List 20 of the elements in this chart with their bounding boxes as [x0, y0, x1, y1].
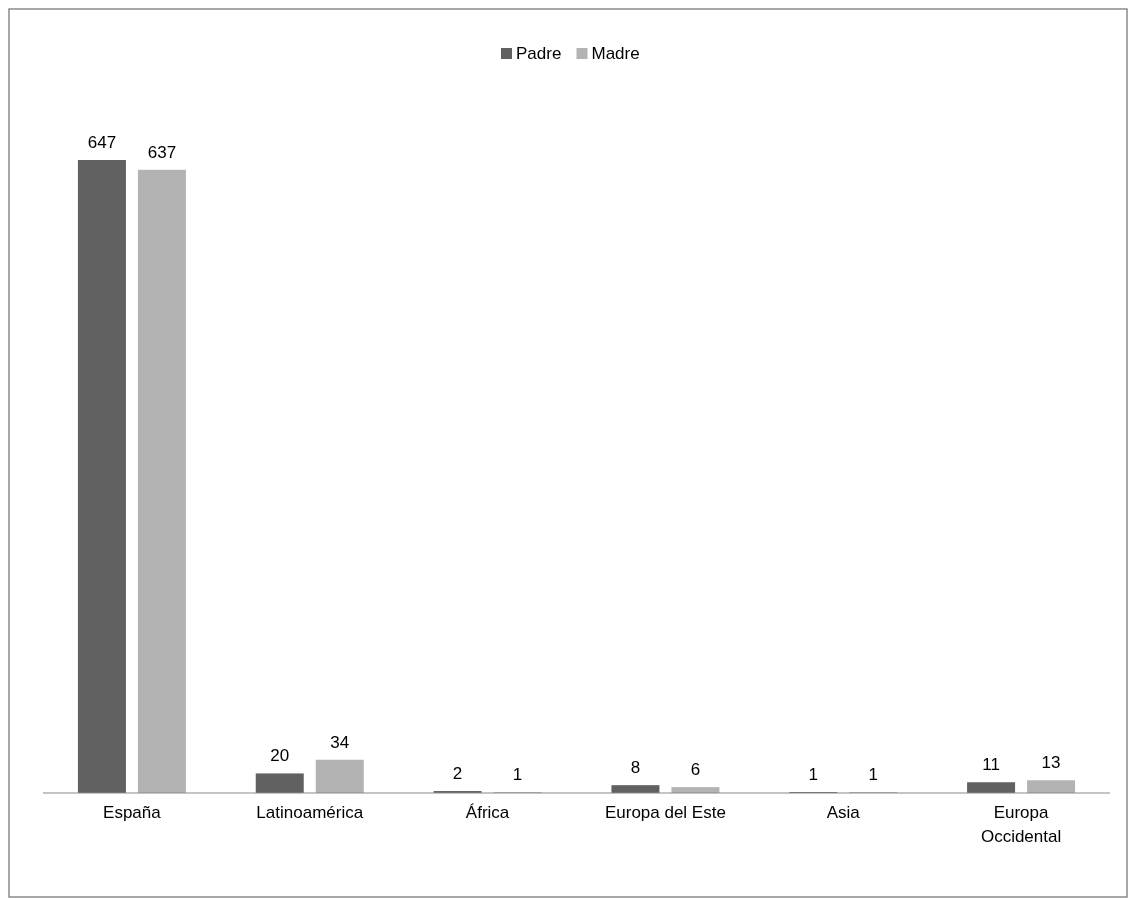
x-tick-label: Europa del Este — [604, 803, 726, 822]
data-label: 2 — [452, 764, 463, 784]
legend-label: Madre — [591, 44, 640, 63]
x-tick-label: Asia — [826, 803, 861, 822]
data-label: 8 — [630, 758, 641, 778]
x-tick-label: Latinoamérica — [256, 803, 364, 822]
x-tick-label: Europa Occidental — [980, 803, 1062, 846]
data-label: 34 — [330, 732, 350, 752]
data-label: 11 — [982, 755, 1000, 775]
data-label: 647 — [87, 133, 117, 152]
x-tick-label: España — [103, 803, 162, 822]
data-label: 637 — [147, 142, 177, 162]
data-label: 1 — [512, 765, 523, 785]
data-label: 13 — [1041, 753, 1061, 773]
legend-label: Padre — [516, 44, 562, 63]
data-label: 20 — [270, 746, 290, 766]
x-tick-label: África — [465, 803, 510, 822]
data-label: 6 — [690, 760, 701, 780]
data-label: 1 — [868, 765, 878, 785]
data-label: 1 — [808, 765, 818, 785]
